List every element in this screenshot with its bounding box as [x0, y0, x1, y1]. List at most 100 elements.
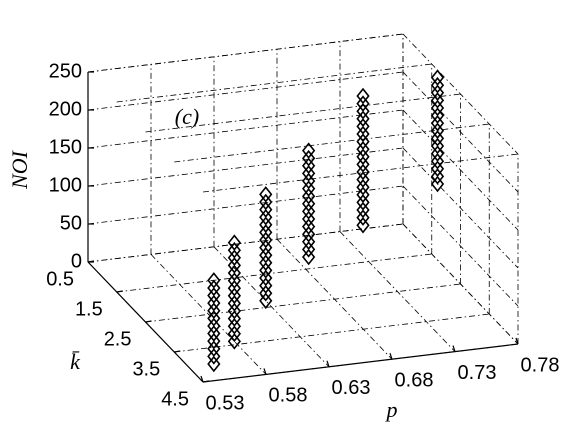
point [259, 231, 273, 249]
point [356, 140, 370, 158]
point [227, 302, 241, 320]
point [207, 340, 221, 358]
point [302, 142, 316, 159]
point [302, 157, 316, 175]
point [356, 201, 370, 219]
tick-mark [202, 380, 210, 383]
point [227, 241, 241, 259]
x-tick-label: 0.53 [206, 392, 245, 414]
grid-line [402, 147, 519, 269]
point [430, 122, 445, 140]
point [259, 224, 273, 241]
x-tick-label: 0.73 [458, 362, 497, 384]
point [207, 355, 221, 373]
point [207, 348, 221, 365]
point [430, 69, 445, 86]
tick-mark [452, 345, 456, 352]
tick-mark [116, 290, 123, 293]
point [356, 87, 370, 105]
point [356, 156, 370, 173]
x-tick-label: 0.58 [269, 385, 308, 407]
point [227, 272, 241, 289]
grid-line [87, 109, 404, 149]
point [227, 257, 241, 274]
point [259, 254, 273, 272]
tick-mark [200, 375, 204, 383]
grid-line [202, 153, 519, 193]
point [356, 148, 370, 166]
point [259, 216, 273, 234]
point [207, 279, 221, 297]
point [430, 84, 445, 102]
point [207, 302, 221, 320]
point [302, 233, 316, 251]
point [302, 165, 316, 182]
point [356, 171, 370, 188]
point [259, 208, 273, 226]
point [259, 292, 273, 310]
axis-line [202, 343, 519, 383]
point [259, 269, 273, 287]
point [356, 178, 370, 196]
point [356, 95, 370, 112]
point [356, 209, 370, 226]
point [430, 160, 445, 178]
grid-line [87, 71, 404, 111]
point [207, 272, 221, 289]
point [207, 332, 221, 350]
tick-mark [145, 320, 152, 323]
point [302, 248, 316, 266]
grid-line [116, 253, 432, 293]
point [259, 284, 273, 302]
point [430, 130, 445, 147]
grid-line [174, 313, 490, 353]
point [259, 201, 273, 218]
grid-line [174, 123, 490, 163]
point [302, 225, 316, 243]
point [430, 152, 445, 170]
y-axis-label: k̄ [70, 349, 81, 374]
tick-mark [87, 260, 95, 263]
point [259, 262, 273, 279]
point [207, 325, 221, 342]
point [356, 186, 370, 204]
point [227, 264, 241, 282]
z-tick-label: 50 [60, 212, 82, 234]
tick-mark [263, 368, 267, 375]
point [227, 325, 241, 343]
point [356, 194, 370, 211]
grid-line [402, 185, 519, 307]
z-tick-label: 100 [49, 174, 82, 196]
point [356, 125, 370, 143]
tick-mark [389, 353, 393, 360]
point [302, 187, 316, 205]
tick-mark [326, 360, 330, 367]
point [430, 107, 445, 124]
point [227, 295, 241, 312]
point [227, 287, 241, 305]
point [430, 168, 445, 185]
grid-line [87, 33, 404, 73]
annotation: (c) [175, 104, 199, 129]
point [356, 118, 370, 135]
z-tick-label: 200 [49, 98, 82, 120]
point [259, 246, 273, 264]
x-tick-label: 0.68 [395, 369, 434, 391]
point [207, 294, 221, 312]
point [227, 310, 241, 327]
grid-line [145, 93, 461, 133]
grid-line [402, 223, 519, 345]
grid-line [402, 33, 519, 155]
grid-line [402, 71, 519, 193]
grid-line [87, 223, 404, 263]
x-tick-label: 0.63 [332, 377, 371, 399]
tick-mark [174, 350, 181, 353]
grid-line [116, 63, 432, 103]
point [302, 180, 316, 197]
point [207, 287, 221, 304]
point [227, 333, 241, 350]
point [430, 114, 445, 132]
point [207, 310, 221, 327]
point [356, 110, 370, 128]
